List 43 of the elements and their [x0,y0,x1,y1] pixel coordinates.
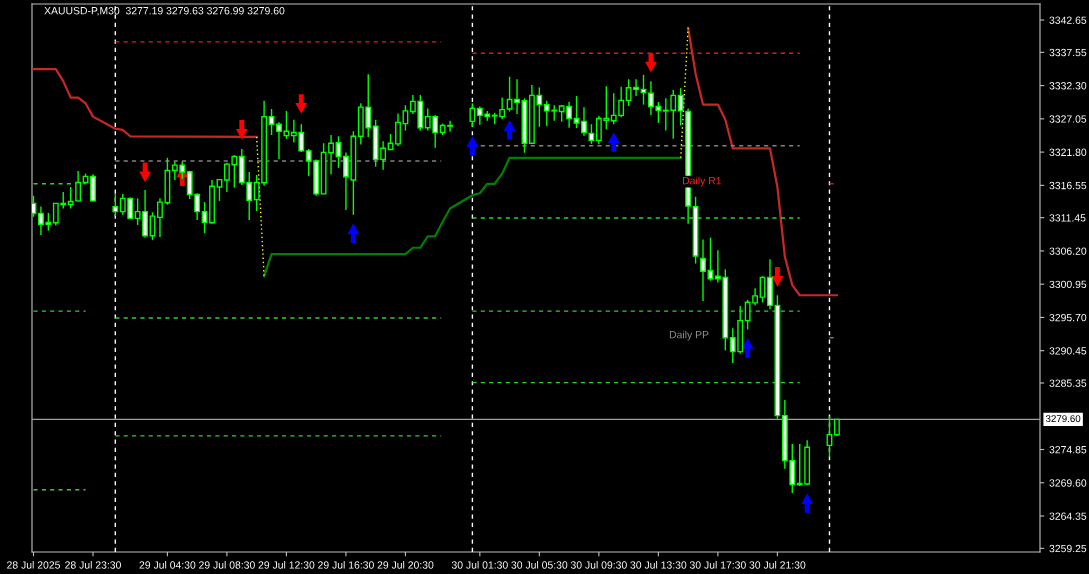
candlestick [216,178,223,202]
candlestick [573,95,580,129]
y-tick-label: 3316.55 [1049,181,1087,190]
x-tick-label: 29 Jul 16:30 [318,561,374,569]
y-tick-label: 3342.65 [1049,16,1087,24]
y-tick-label: 3337.55 [1049,48,1087,57]
x-tick-label: 28 Jul 23:30 [65,561,121,569]
y-tick-label: 3321.80 [1049,148,1087,156]
x-tick-label: 30 Jul 01:30 [451,561,508,569]
ref-line-label: 3279.60 [1045,415,1081,423]
chart-title: XAUUSD-P,M30 3277.19 3279.63 3276.99 3279.60 [44,7,285,16]
candlestick [588,123,595,145]
annotation: Daily PP [669,330,709,341]
x-tick-label: 28 Jul 2025 [7,561,60,569]
y-tick-label: 3332.30 [1049,82,1087,90]
candlestick [700,238,706,302]
line-series [262,156,682,278]
x-tick-label: 29 Jul 04:30 [139,561,196,569]
candlestick [395,112,401,147]
y-tick-label: 3300.95 [1049,280,1087,289]
x-tick-label: 30 Jul 17:30 [689,561,746,569]
y-tick-label: 3306.20 [1049,247,1087,255]
y-tick-label: 3290.45 [1049,347,1087,355]
x-tick-label: 29 Jul 12:30 [258,561,315,569]
annotation: Daily R1 [683,176,722,187]
y-tick-label: 3311.45 [1049,214,1086,222]
candlestick [469,102,476,128]
x-tick-label: 30 Jul 05:30 [511,561,568,569]
x-tick-label: 30 Jul 13:30 [630,561,687,569]
x-tick-label: 29 Jul 08:30 [199,561,255,569]
candlestick [581,106,587,137]
y-tick-label: 3327.05 [1049,115,1087,123]
y-tick-label: 3285.35 [1049,379,1087,387]
line-series [32,68,258,139]
x-tick-label: 30 Jul 09:30 [570,561,627,569]
y-tick-label: 3274.85 [1049,446,1087,454]
candlestick [32,195,37,218]
y-tick-label: 3295.70 [1049,313,1087,322]
y-tick-label: 3269.60 [1049,479,1087,487]
x-tick-label: 30 Jul 21:30 [749,561,806,569]
y-tick-label: 3264.35 [1049,512,1087,520]
x-tick-label: 29 Jul 20:30 [377,561,434,569]
y-tick-label: 3259.25 [1049,544,1087,553]
